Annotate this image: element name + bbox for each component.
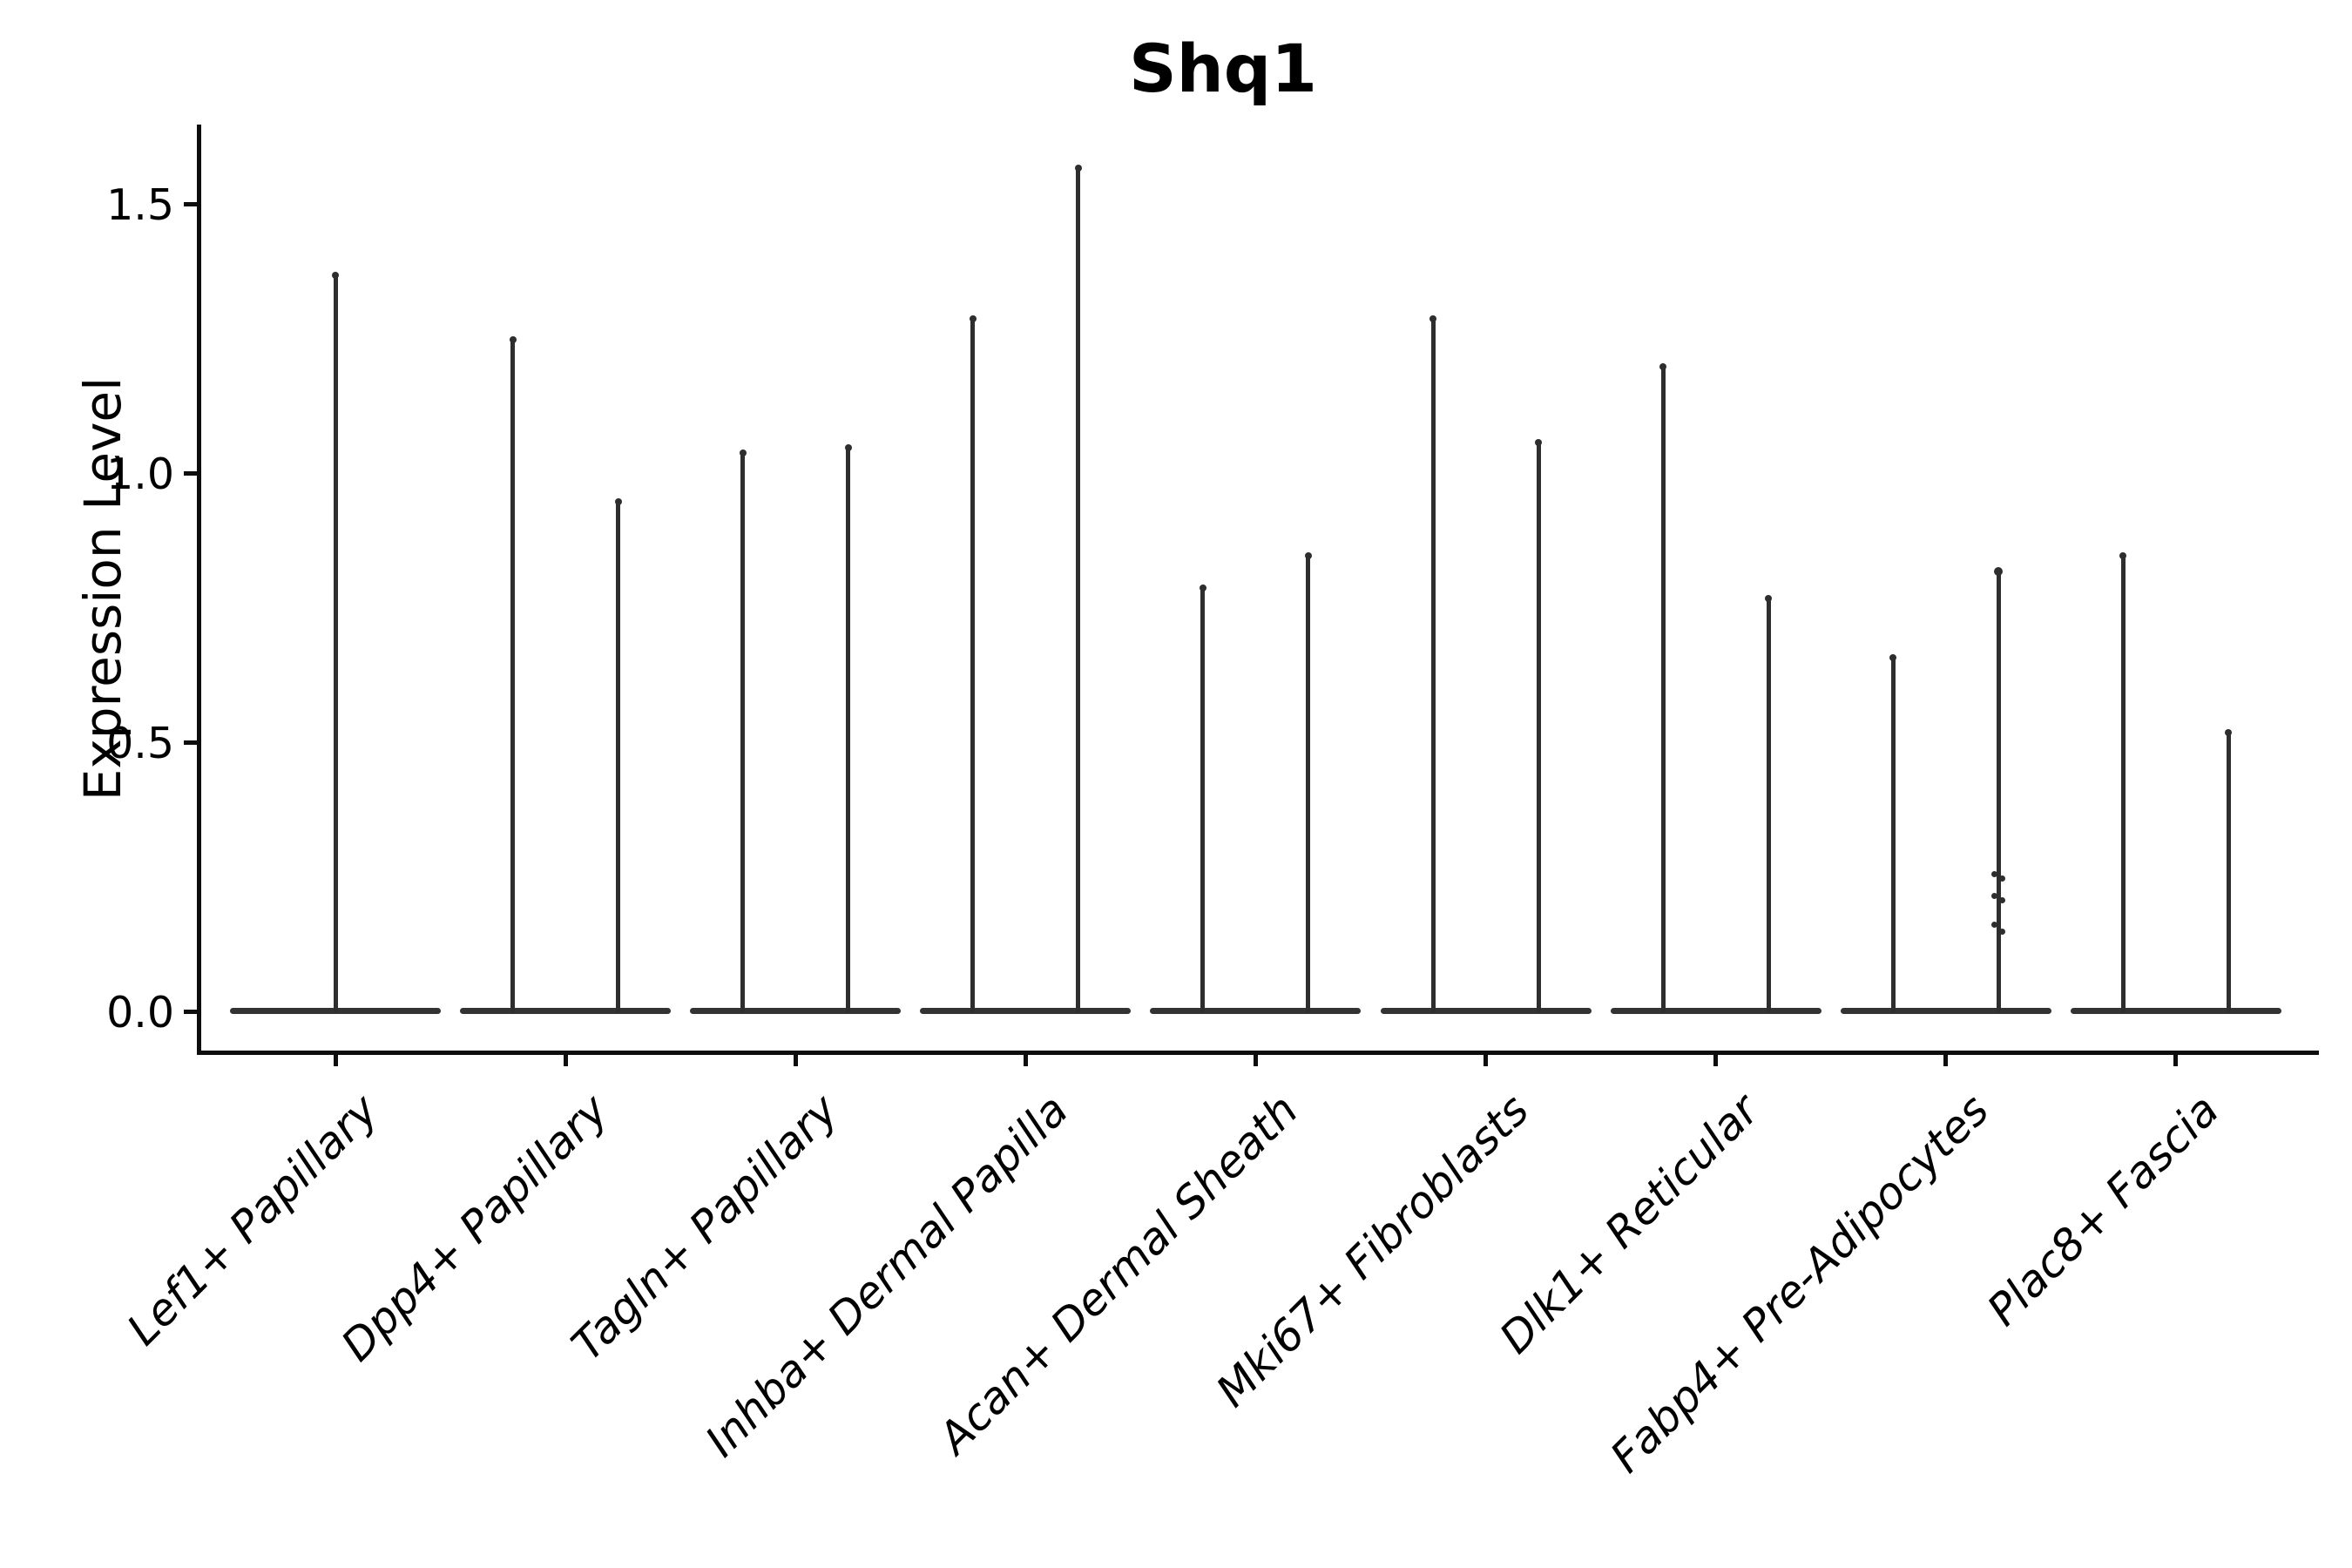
y-tick-label: 1.0	[106, 449, 174, 499]
violin-spike	[1076, 166, 1081, 1014]
x-tick-mark	[563, 1052, 568, 1066]
violin-apex	[509, 336, 517, 344]
violin-spike	[1430, 317, 1436, 1014]
violin-spike	[846, 446, 851, 1014]
x-tick-mark	[1023, 1052, 1028, 1066]
violin-apex	[332, 272, 339, 280]
violin-spike	[1536, 441, 1541, 1014]
violin-spike	[1200, 586, 1206, 1014]
y-tick-label: 0.5	[106, 718, 174, 768]
expression-point	[1990, 871, 1997, 878]
expression-point	[1998, 875, 2005, 882]
y-axis-spine	[197, 125, 201, 1055]
violin-apex	[614, 497, 622, 505]
violin-base	[690, 1008, 902, 1014]
y-tick-label: 1.5	[106, 179, 174, 230]
x-category-label: Fabp4+ Pre-Adipocytes	[1600, 1085, 1998, 1483]
violin-base	[1380, 1008, 1592, 1014]
violin-apex	[2225, 729, 2233, 737]
y-tick-mark	[184, 471, 198, 476]
violin-spike	[616, 500, 621, 1014]
violin-apex	[2119, 551, 2127, 559]
violin-apex	[1535, 438, 1542, 446]
x-tick-mark	[2173, 1052, 2179, 1066]
y-tick-mark	[184, 202, 198, 206]
violin-apex	[1659, 363, 1667, 371]
y-tick-label: 0.0	[106, 987, 174, 1037]
violin-apex	[969, 314, 977, 322]
y-tick-mark	[184, 1010, 198, 1014]
violin-spike	[1890, 656, 1896, 1014]
expression-point	[1990, 921, 1997, 928]
violin-apex	[1199, 584, 1206, 591]
y-tick-mark	[184, 740, 198, 745]
violin-apex	[1765, 594, 1773, 602]
violin-apex	[844, 443, 852, 451]
x-category-label: Dlk1+ Reticular	[1490, 1085, 1768, 1363]
violin-base	[1610, 1008, 1821, 1014]
violin-apex	[739, 449, 747, 457]
x-tick-mark	[1253, 1052, 1258, 1066]
expression-point	[1998, 897, 2005, 904]
violin-spike	[1996, 570, 2001, 1014]
violin-apex	[1304, 551, 1312, 559]
violin-spike	[1660, 365, 1666, 1014]
x-category-label: Plac8+ Fascia	[1977, 1085, 2228, 1336]
violin-base	[1150, 1008, 1362, 1014]
violin-spike	[1766, 597, 1771, 1014]
violin-spike	[970, 317, 976, 1014]
chart-title: Shq1	[1128, 30, 1318, 107]
violin-base	[2070, 1008, 2281, 1014]
violin-apex	[1074, 164, 1082, 172]
violin-apex	[1429, 314, 1436, 322]
violin-spike	[740, 451, 746, 1014]
expression-point	[1990, 893, 1997, 900]
violin-spike	[510, 339, 516, 1014]
violin-base	[920, 1008, 1132, 1014]
x-tick-mark	[793, 1052, 798, 1066]
violin-apex	[1889, 653, 1897, 661]
x-tick-mark	[1943, 1052, 1949, 1066]
expression-point	[1998, 928, 2005, 935]
x-axis-line	[197, 1051, 2319, 1055]
violin-apex	[1994, 567, 2004, 577]
violin-base	[1840, 1008, 2051, 1014]
x-tick-mark	[1484, 1052, 1488, 1066]
x-tick-mark	[1713, 1052, 1719, 1066]
x-category-label: Lef1+ Papillary	[117, 1085, 389, 1355]
violin-spike	[333, 274, 338, 1014]
x-tick-mark	[333, 1052, 338, 1066]
violin-spike	[1306, 554, 1311, 1014]
violin-base	[460, 1008, 672, 1014]
violin-spike	[2120, 554, 2126, 1014]
violin-spike	[2226, 732, 2231, 1014]
